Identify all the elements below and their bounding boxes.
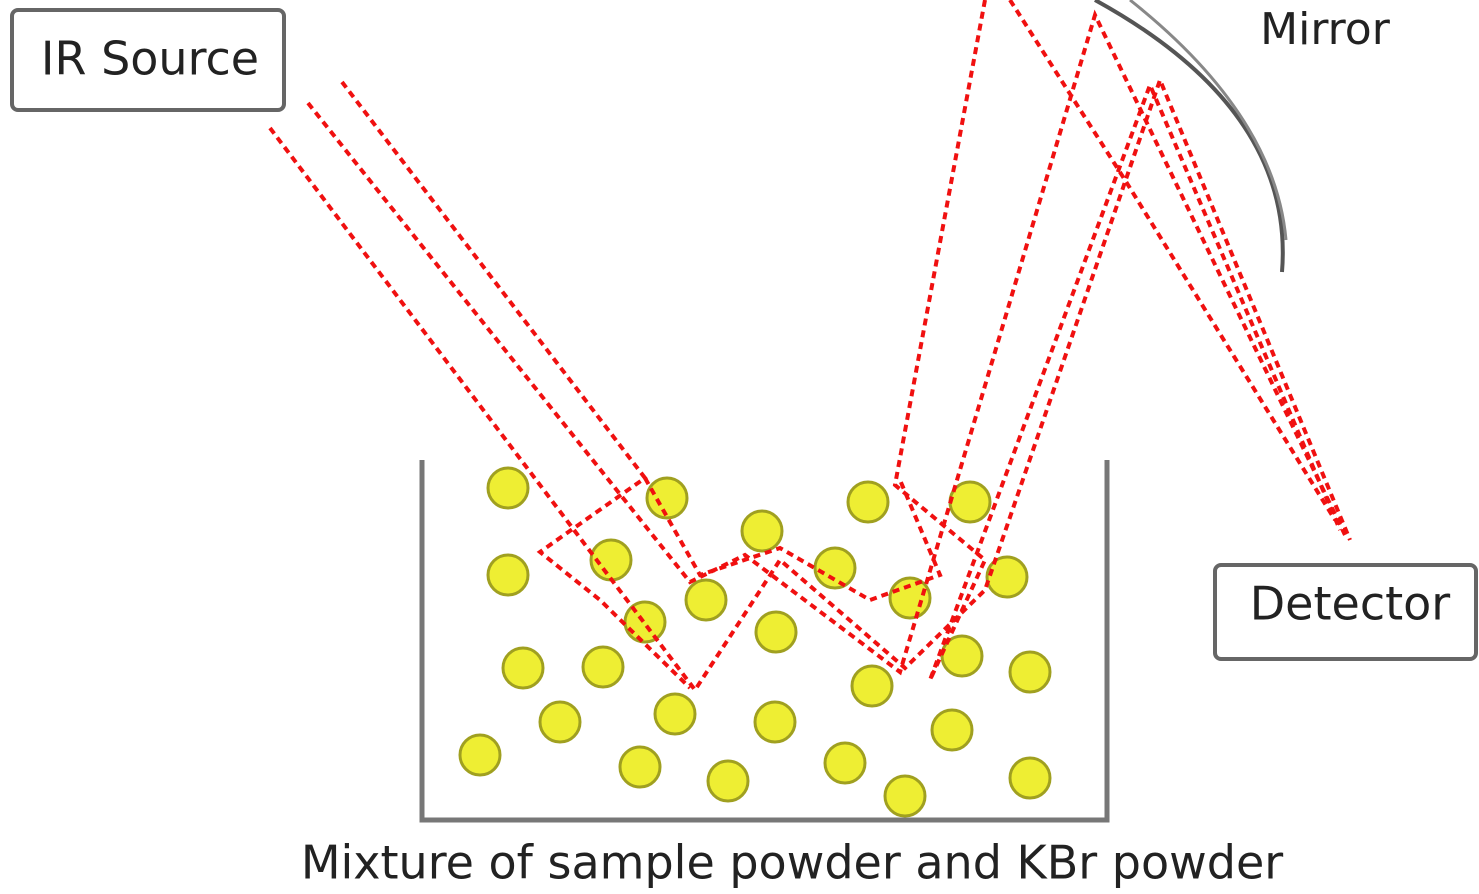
- powder-grain: [706, 759, 750, 803]
- mirror-label: Mirror: [1260, 4, 1391, 55]
- powder-grain: [618, 745, 662, 789]
- ir-beams: [268, 0, 1352, 694]
- source-box: [10, 8, 286, 112]
- powder-grain: [813, 546, 857, 590]
- container: [419, 460, 1110, 823]
- powder-grain: [645, 476, 689, 520]
- ir-beam: [306, 9, 1347, 676]
- powder-grain: [458, 733, 502, 777]
- powder-grain: [753, 700, 797, 744]
- mirror-edge: [1129, 0, 1288, 241]
- powder-grain: [850, 664, 894, 708]
- detector-label: Detector: [1250, 577, 1451, 631]
- powder-grain: [581, 645, 625, 689]
- powder-grain: [754, 610, 798, 654]
- powder-grain: [653, 692, 697, 736]
- ir-beam: [340, 80, 692, 690]
- powder-grain: [846, 480, 890, 524]
- ir-beam: [643, 477, 943, 603]
- powder-grain: [538, 700, 582, 744]
- source-label: IR Source: [41, 32, 259, 86]
- powder-grain: [1008, 756, 1052, 800]
- powder-grain: [823, 741, 867, 785]
- detector-box: [1213, 563, 1478, 661]
- powder-grain: [888, 576, 932, 620]
- ir-beam: [1008, 0, 1337, 522]
- powder-grain: [940, 634, 984, 678]
- ir-beam: [268, 74, 1352, 694]
- powder-grain: [1008, 650, 1052, 694]
- powder-grain: [486, 553, 530, 597]
- powder-grain: [883, 774, 927, 818]
- mirror: [1094, 0, 1285, 273]
- powder-grain: [740, 509, 784, 553]
- powder-grain: [501, 646, 545, 690]
- powder: [458, 466, 1052, 818]
- powder-grain: [930, 708, 974, 752]
- powder-grain: [486, 466, 530, 510]
- powder-grain: [985, 555, 1029, 599]
- powder-grain: [684, 578, 728, 622]
- ir-beam: [892, 0, 1342, 681]
- caption: Mixture of sample powder and KBr powder: [301, 836, 1283, 890]
